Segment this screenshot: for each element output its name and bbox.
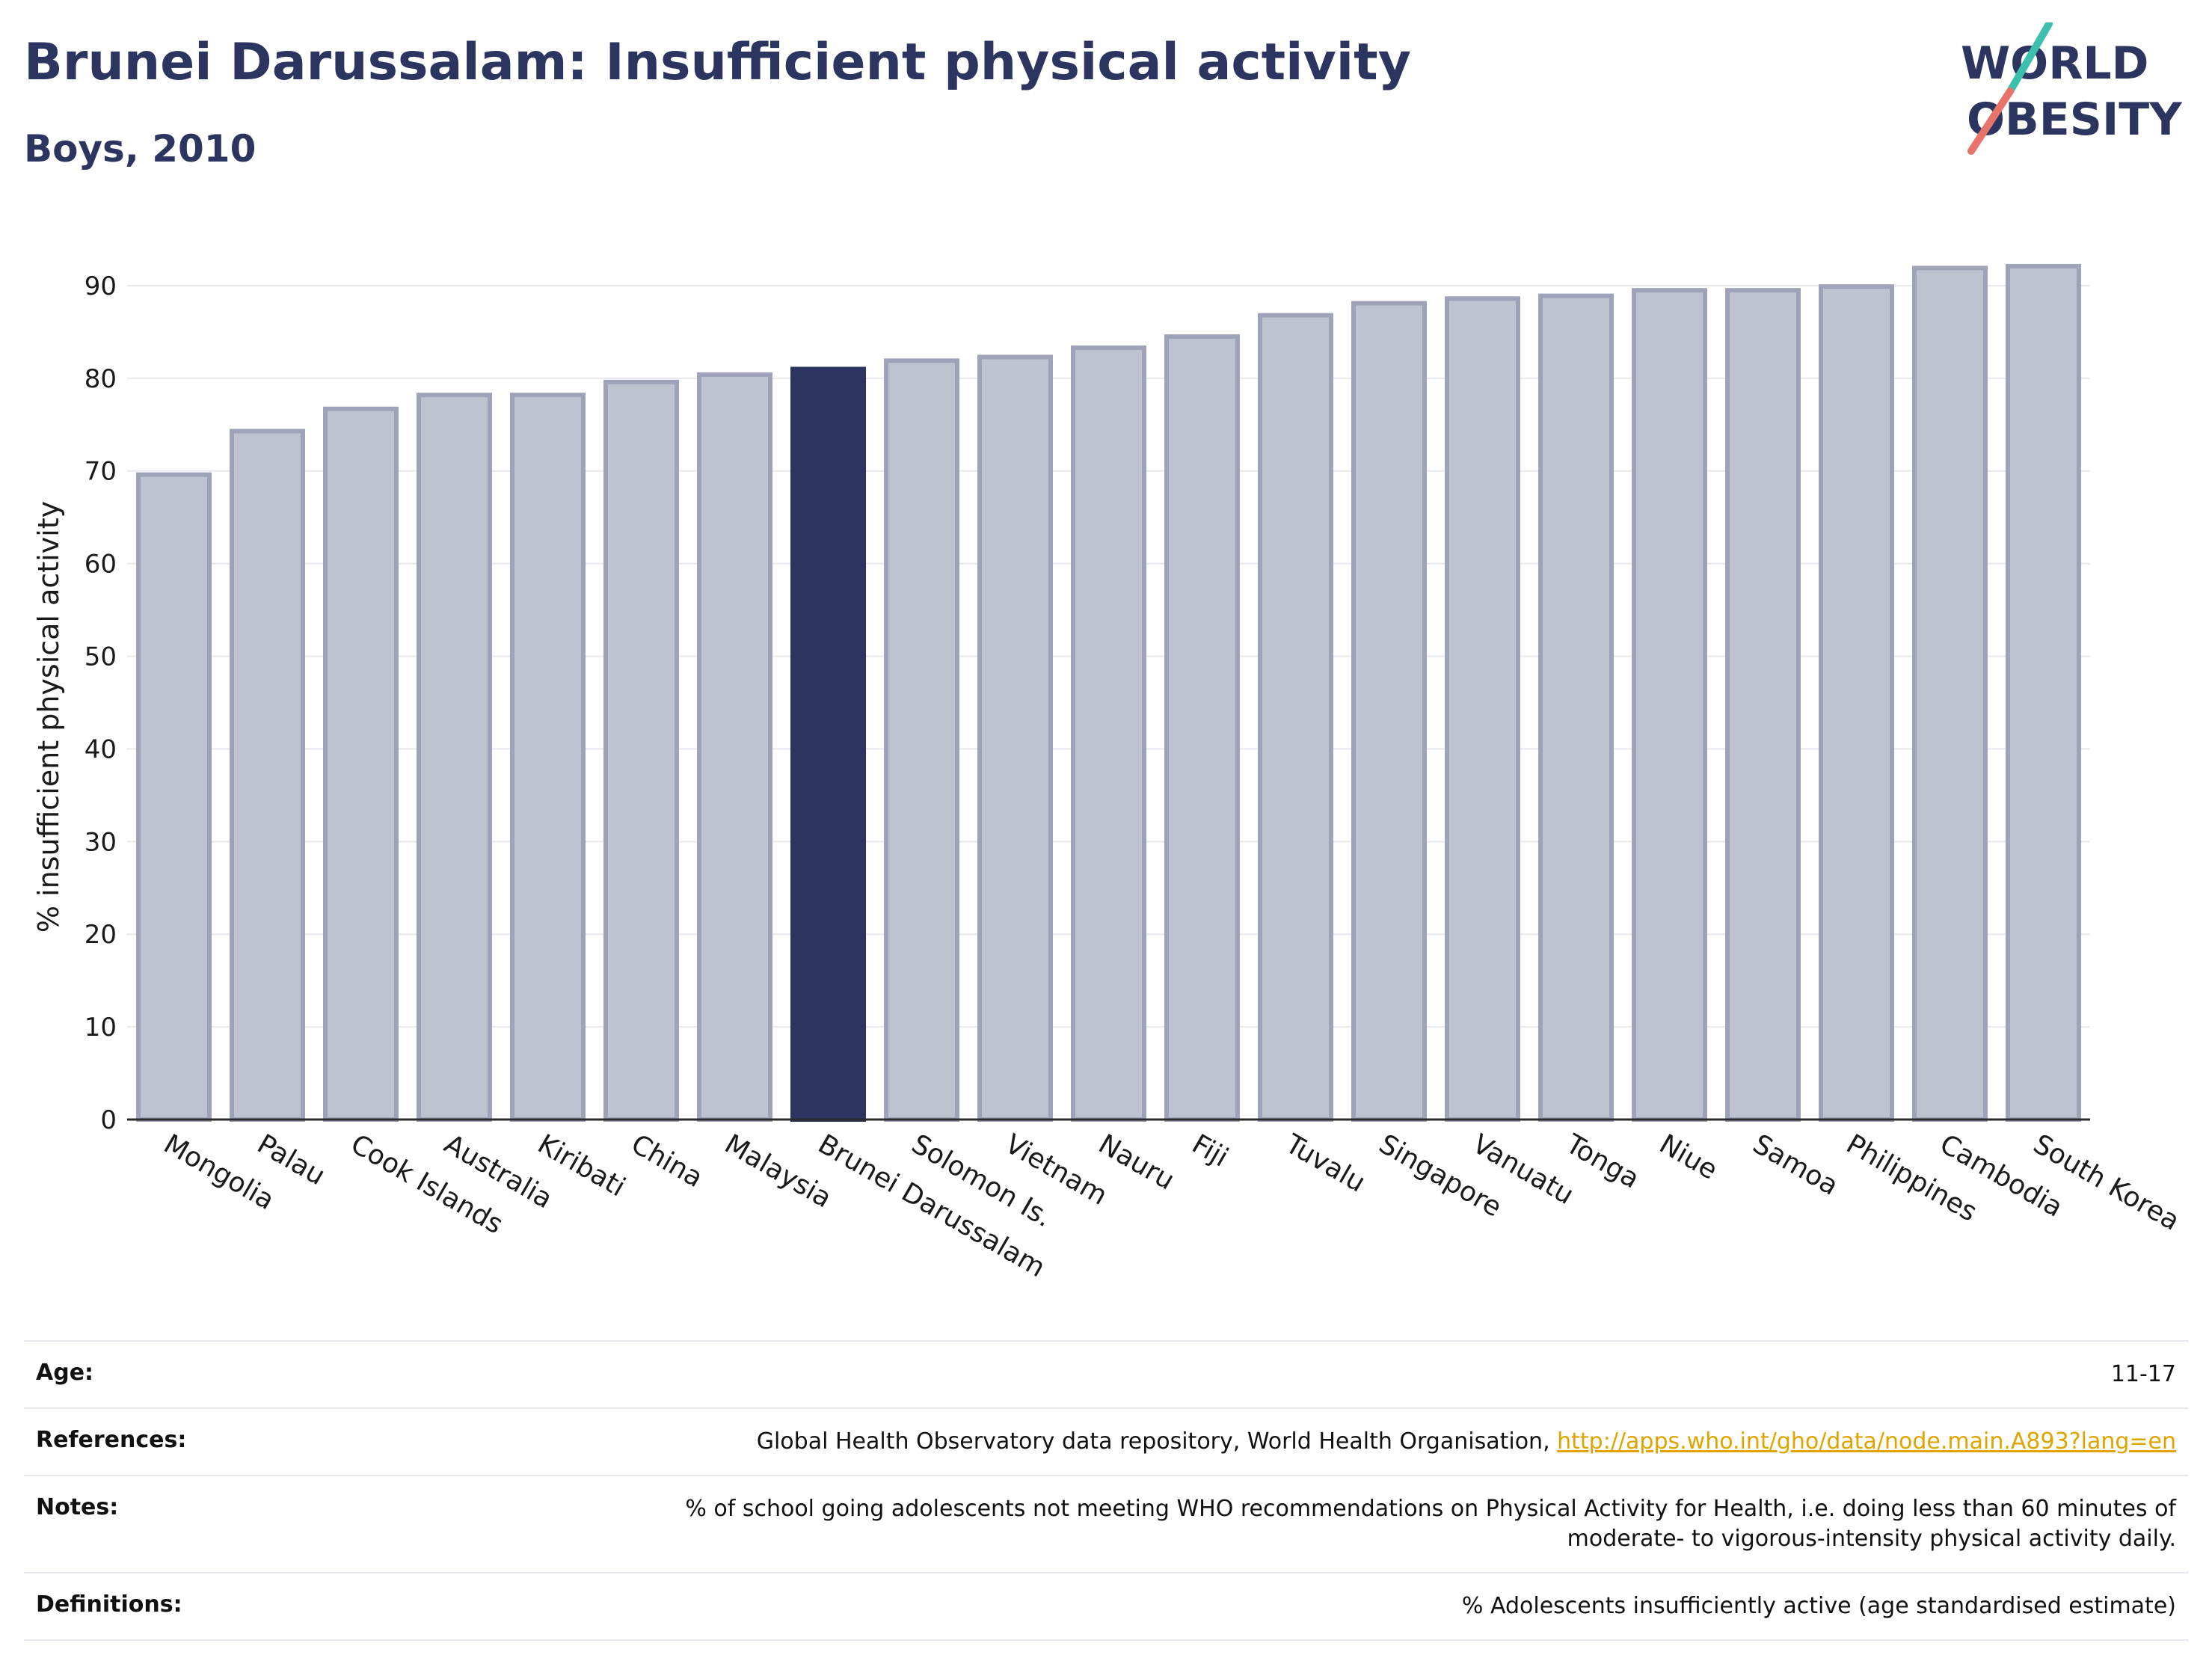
bars bbox=[136, 263, 2081, 1123]
y-tick-label: 0 bbox=[100, 1105, 117, 1135]
age-value: 11-17 bbox=[2110, 1361, 2176, 1387]
y-tick-label: 50 bbox=[85, 642, 117, 672]
references-value: Global Health Observatory data repositor… bbox=[757, 1427, 2176, 1457]
notes-line-2: moderate- to vigorous-intensity physical… bbox=[1567, 1526, 2176, 1552]
y-axis-label: % insufficient physical activity bbox=[32, 501, 65, 933]
bar-palau bbox=[230, 429, 305, 1122]
bar-malaysia bbox=[697, 372, 772, 1123]
notes-line-1: % of school going adolescents not meetin… bbox=[685, 1496, 2176, 1522]
info-row-age: Age: 11-17 bbox=[24, 1340, 2188, 1407]
bar-tonga bbox=[1538, 293, 1614, 1122]
bar-china bbox=[603, 379, 679, 1122]
bar-mongolia bbox=[136, 472, 212, 1122]
bar-cambodia bbox=[1912, 265, 1988, 1123]
bar-fiji bbox=[1164, 334, 1240, 1122]
info-row-references: References: Global Health Observatory da… bbox=[24, 1407, 2188, 1475]
y-axis-ticks: 0 10 20 30 40 50 60 70 80 90 bbox=[85, 271, 117, 1135]
x-tick-label: Malaysia bbox=[719, 1129, 837, 1214]
info-row-definitions: Definitions: % Adolescents insufficientl… bbox=[24, 1572, 2188, 1641]
bar-tuvalu bbox=[1258, 313, 1333, 1123]
bar-nauru bbox=[1071, 345, 1146, 1123]
bar-kiribati bbox=[510, 393, 586, 1122]
definitions-label: Definitions: bbox=[36, 1591, 182, 1618]
x-tick-label: Samoa bbox=[1748, 1129, 1843, 1202]
references-link[interactable]: http://apps.who.int/gho/data/node.main.A… bbox=[1557, 1428, 2176, 1455]
info-row-notes: Notes: % of school going adolescents not… bbox=[24, 1475, 2188, 1572]
age-label: Age: bbox=[36, 1360, 94, 1386]
definitions-value: % Adolescents insufficiently active (age… bbox=[1461, 1593, 2176, 1619]
bar-south-korea bbox=[2006, 263, 2081, 1123]
bar-niue bbox=[1632, 288, 1707, 1123]
bar-vietnam bbox=[977, 354, 1053, 1122]
bar-cook-islands bbox=[323, 406, 399, 1122]
chart-title: Brunei Darussalam: Insufficient physical… bbox=[24, 33, 1411, 92]
y-tick-label: 80 bbox=[85, 364, 117, 394]
bar-solomon-is bbox=[884, 358, 959, 1122]
y-tick-label: 20 bbox=[85, 920, 117, 950]
bar-samoa bbox=[1725, 288, 1801, 1123]
x-tick-label: Tuvalu bbox=[1279, 1129, 1370, 1199]
y-tick-label: 70 bbox=[85, 457, 117, 487]
info-table: Age: 11-17 References: Global Health Obs… bbox=[24, 1340, 2188, 1641]
bar-australia bbox=[417, 393, 492, 1122]
x-tick-label: Fiji bbox=[1187, 1129, 1233, 1173]
y-tick-label: 30 bbox=[85, 827, 117, 857]
y-tick-label: 40 bbox=[85, 734, 117, 764]
references-label: References: bbox=[36, 1427, 187, 1453]
bar-brunei-darussalam bbox=[790, 366, 866, 1122]
notes-label: Notes: bbox=[36, 1494, 119, 1520]
chart-subtitle: Boys, 2010 bbox=[24, 127, 256, 171]
y-tick-label: 90 bbox=[85, 271, 117, 301]
world-obesity-logo: WORLD OBESITY bbox=[1961, 22, 2183, 155]
y-tick-label: 10 bbox=[85, 1013, 117, 1043]
bar-vanuatu bbox=[1445, 296, 1520, 1123]
y-tick-label: 60 bbox=[85, 550, 117, 580]
x-tick-label: China bbox=[626, 1129, 708, 1194]
notes-value: % of school going adolescents not meetin… bbox=[685, 1494, 2176, 1554]
references-text: Global Health Observatory data repositor… bbox=[756, 1428, 1558, 1455]
x-tick-label: Niue bbox=[1654, 1129, 1722, 1185]
bar-philippines bbox=[1819, 284, 1894, 1123]
bar-singapore bbox=[1351, 301, 1427, 1122]
svg-text:WORLD: WORLD bbox=[1961, 37, 2148, 90]
